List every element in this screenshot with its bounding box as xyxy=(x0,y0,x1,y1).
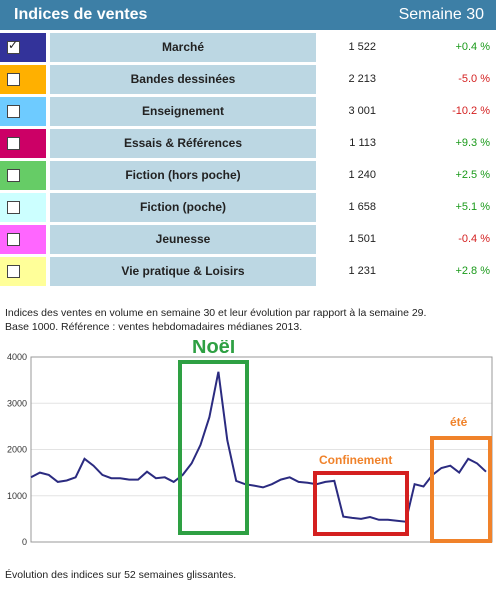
category-name: Fiction (poche) xyxy=(50,193,316,222)
confinement-box xyxy=(313,471,409,536)
color-swatch xyxy=(0,97,46,126)
chart-grid xyxy=(31,356,492,543)
y-tick-label: 1000 xyxy=(7,491,27,501)
index-value: 1 501 xyxy=(348,233,376,245)
category-checkbox[interactable] xyxy=(7,73,20,86)
ete-box xyxy=(430,436,492,543)
change-value: -10.2 % xyxy=(452,105,490,117)
category-table: Marché 1 522 +0.4 % Bandes dessinées 2 2… xyxy=(0,33,496,289)
category-name: Marché xyxy=(50,33,316,62)
table-row: Vie pratique & Loisirs 1 231 +2.8 % xyxy=(0,257,496,286)
category-name: Essais & Références xyxy=(50,129,316,158)
color-swatch xyxy=(0,65,46,94)
category-name: Bandes dessinées xyxy=(50,65,316,94)
category-checkbox[interactable] xyxy=(7,105,20,118)
category-name: Fiction (hors poche) xyxy=(50,161,316,190)
week-label: Semaine 30 xyxy=(398,6,484,23)
confinement-label: Confinement xyxy=(319,453,392,467)
change-value: -0.4 % xyxy=(458,233,490,245)
y-tick-label: 4000 xyxy=(7,352,27,362)
table-row: Enseignement 3 001 -10.2 % xyxy=(0,97,496,126)
index-value: 1 240 xyxy=(348,169,376,181)
change-value: +5.1 % xyxy=(455,201,490,213)
y-tick-label: 3000 xyxy=(7,398,27,408)
category-checkbox[interactable] xyxy=(7,169,20,182)
color-swatch xyxy=(0,161,46,190)
table-row: Bandes dessinées 2 213 -5.0 % xyxy=(0,65,496,94)
index-value: 1 658 xyxy=(348,201,376,213)
index-value: 2 213 xyxy=(348,73,376,85)
index-value: 1 113 xyxy=(349,137,376,149)
category-checkbox[interactable] xyxy=(7,233,20,246)
page-title: Indices de ventes xyxy=(14,6,148,23)
table-row: Essais & Références 1 113 +9.3 % xyxy=(0,129,496,158)
category-name: Enseignement xyxy=(50,97,316,126)
category-checkbox[interactable] xyxy=(7,137,20,150)
category-name: Vie pratique & Loisirs xyxy=(50,257,316,286)
table-row: Fiction (hors poche) 1 240 +2.5 % xyxy=(0,161,496,190)
color-swatch xyxy=(0,225,46,254)
noel-box xyxy=(178,360,249,535)
description-line-2: Base 1000. Référence : ventes hebdomadai… xyxy=(5,321,303,333)
table-row: Marché 1 522 +0.4 % xyxy=(0,33,496,62)
change-value: +0.4 % xyxy=(455,41,490,53)
table-row: Jeunesse 1 501 -0.4 % xyxy=(0,225,496,254)
y-axis-ticks: 0 1000 2000 3000 4000 xyxy=(7,352,27,547)
description-line-1: Indices des ventes en volume en semaine … xyxy=(5,307,427,319)
ete-label: été xyxy=(450,415,468,429)
chart-description: Indices des ventes en volume en semaine … xyxy=(5,306,485,334)
category-checkbox[interactable] xyxy=(7,201,20,214)
change-value: +9.3 % xyxy=(455,137,490,149)
category-name: Jeunesse xyxy=(50,225,316,254)
series-line xyxy=(30,371,487,523)
table-row: Fiction (poche) 1 658 +5.1 % xyxy=(0,193,496,222)
category-checkbox[interactable] xyxy=(7,38,20,54)
chart-footer: Évolution des indices sur 52 semaines gl… xyxy=(5,569,237,581)
change-value: +2.5 % xyxy=(455,169,490,181)
y-tick-label: 0 xyxy=(22,537,27,547)
color-swatch xyxy=(0,129,46,158)
color-swatch xyxy=(0,193,46,222)
index-value: 3 001 xyxy=(348,105,376,117)
category-checkbox[interactable] xyxy=(7,265,20,278)
noel-label: Noël xyxy=(192,340,235,358)
color-swatch xyxy=(0,257,46,286)
header-bar: Indices de ventes Semaine 30 xyxy=(0,0,496,30)
index-value: 1 522 xyxy=(348,41,376,53)
color-swatch xyxy=(0,33,46,62)
sales-index-chart: 0 1000 2000 3000 4000 Noël Confinement été xyxy=(7,340,493,547)
index-value: 1 231 xyxy=(348,265,376,277)
change-value: -5.0 % xyxy=(458,73,490,85)
change-value: +2.8 % xyxy=(455,265,490,277)
y-tick-label: 2000 xyxy=(7,445,27,455)
